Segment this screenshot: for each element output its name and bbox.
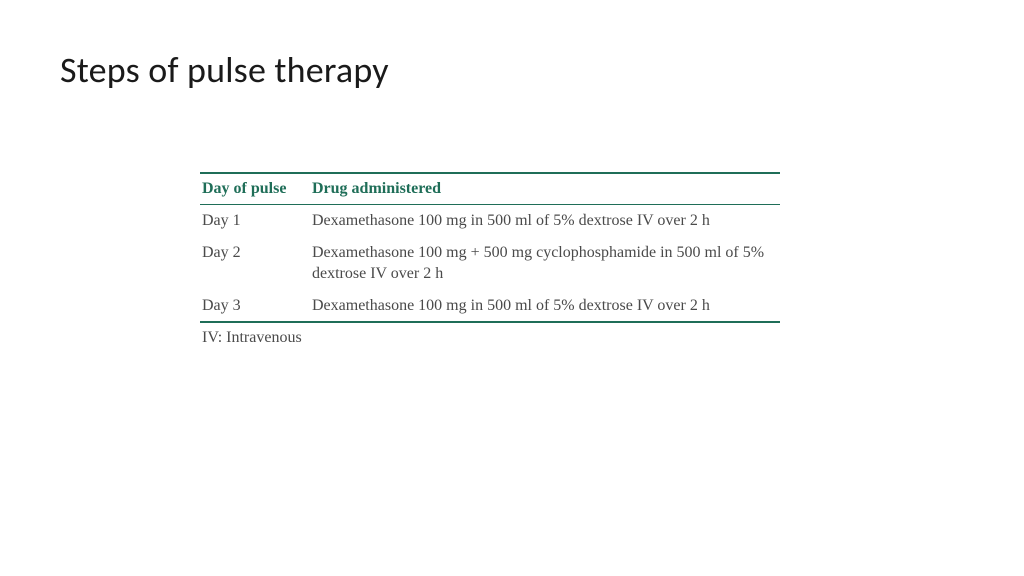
cell-day: Day 2 xyxy=(200,237,310,290)
cell-day: Day 3 xyxy=(200,290,310,323)
cell-day: Day 1 xyxy=(200,205,310,237)
table-row: Day 1 Dexamethasone 100 mg in 500 ml of … xyxy=(200,205,780,237)
table-footnote: IV: Intravenous xyxy=(200,323,780,347)
slide-title: Steps of pulse therapy xyxy=(60,48,964,92)
col-header-drug: Drug administered xyxy=(310,173,780,205)
therapy-table-container: Day of pulse Drug administered Day 1 Dex… xyxy=(200,172,780,347)
cell-drug: Dexamethasone 100 mg + 500 mg cyclophosp… xyxy=(310,237,780,290)
therapy-table: Day of pulse Drug administered Day 1 Dex… xyxy=(200,172,780,323)
slide: Steps of pulse therapy Day of pulse Drug… xyxy=(0,0,1024,576)
cell-drug: Dexamethasone 100 mg in 500 ml of 5% dex… xyxy=(310,205,780,237)
cell-drug: Dexamethasone 100 mg in 500 ml of 5% dex… xyxy=(310,290,780,323)
table-header-row: Day of pulse Drug administered xyxy=(200,173,780,205)
table-row: Day 3 Dexamethasone 100 mg in 500 ml of … xyxy=(200,290,780,323)
col-header-day: Day of pulse xyxy=(200,173,310,205)
table-row: Day 2 Dexamethasone 100 mg + 500 mg cycl… xyxy=(200,237,780,290)
